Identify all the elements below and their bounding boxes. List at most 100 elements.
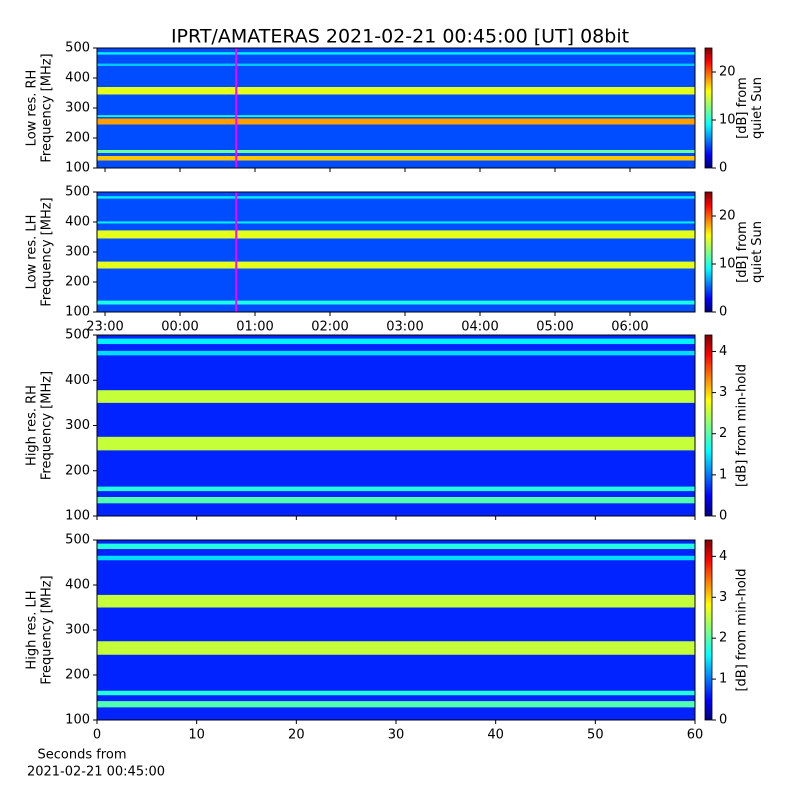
y-tick-label: 500 xyxy=(65,185,90,200)
band xyxy=(97,230,695,239)
y-axis-label: Frequency [MHz] xyxy=(40,371,55,480)
colorbar-tick-label: 4 xyxy=(719,344,727,359)
y-tick-label: 400 xyxy=(65,71,90,86)
band xyxy=(97,486,695,492)
band xyxy=(97,118,695,125)
x-tick-label: 23:00 xyxy=(86,320,123,335)
x-tick-label: 20 xyxy=(288,728,305,743)
band xyxy=(97,436,695,451)
colorbar-label: quiet Sun xyxy=(750,221,765,283)
heatmap-background xyxy=(97,192,695,312)
y-tick-label: 100 xyxy=(65,305,90,320)
band xyxy=(97,555,695,561)
y-tick-label: 300 xyxy=(65,623,90,638)
band xyxy=(97,496,695,504)
colorbar-label: [dB] from xyxy=(735,221,750,283)
x-tick-label: 00:00 xyxy=(161,320,198,335)
colorbar-tick-label: 20 xyxy=(719,65,736,80)
heatmap-background xyxy=(97,335,695,516)
x-tick-label: 30 xyxy=(388,728,405,743)
colorbar-label: [dB] from min-hold xyxy=(735,364,750,487)
colorbar-tick-label: 0 xyxy=(719,509,727,524)
band xyxy=(97,63,695,66)
colorbar-tick-label: 20 xyxy=(719,209,736,224)
band xyxy=(97,150,695,153)
band xyxy=(97,690,695,696)
title: IPRT/AMATERAS 2021-02-21 00:45:00 [UT] 0… xyxy=(171,26,629,48)
y-tick-label: 200 xyxy=(65,275,90,290)
colorbar-tick-label: 2 xyxy=(719,426,727,441)
colorbar-tick-label: 2 xyxy=(719,631,727,646)
y-axis-label: Low res. LH xyxy=(25,215,40,290)
colorbar-label: quiet Sun xyxy=(750,77,765,139)
y-tick-label: 400 xyxy=(65,578,90,593)
x-tick-label: 50 xyxy=(587,728,604,743)
colorbar-tick-label: 10 xyxy=(719,257,736,272)
colorbar xyxy=(704,191,713,313)
x-tick-label: 05:00 xyxy=(536,320,573,335)
y-axis-label: High res. LH xyxy=(25,590,40,669)
colorbar-label: [dB] from xyxy=(735,77,750,139)
y-tick-label: 300 xyxy=(65,245,90,260)
colorbar xyxy=(704,539,713,721)
x-tick-label: 60 xyxy=(687,728,704,743)
colorbar-tick-label: 10 xyxy=(719,113,736,128)
x-tick-label: 03:00 xyxy=(386,320,423,335)
y-tick-label: 400 xyxy=(65,373,90,388)
colorbar-tick-label: 3 xyxy=(719,590,727,605)
y-axis-label: High res. RH xyxy=(25,385,40,466)
band xyxy=(97,87,695,95)
y-axis-label: Frequency [MHz] xyxy=(40,197,55,306)
y-tick-label: 200 xyxy=(65,463,90,478)
colorbar xyxy=(704,47,713,169)
y-tick-label: 100 xyxy=(65,713,90,728)
colorbar-tick-label: 0 xyxy=(719,161,727,176)
x-tick-label: 01:00 xyxy=(236,320,273,335)
x-label: 2021-02-21 00:45:00 xyxy=(27,765,165,780)
y-axis-label: Frequency [MHz] xyxy=(40,575,55,684)
band xyxy=(97,338,695,345)
band xyxy=(97,52,695,55)
x-tick-label: 0 xyxy=(93,728,101,743)
colorbar-label: [dB] from min-hold xyxy=(735,568,750,691)
colorbar-tick-label: 1 xyxy=(719,467,727,482)
band xyxy=(97,300,695,305)
x-tick-label: 02:00 xyxy=(311,320,348,335)
y-tick-label: 200 xyxy=(65,131,90,146)
band xyxy=(97,196,695,199)
x-tick-label: 04:00 xyxy=(461,320,498,335)
y-tick-label: 500 xyxy=(65,328,90,343)
band xyxy=(97,641,695,655)
band xyxy=(97,594,695,608)
y-tick-label: 100 xyxy=(65,161,90,176)
y-axis-label: Frequency [MHz] xyxy=(40,53,55,162)
colorbar-tick-label: 1 xyxy=(719,672,727,687)
band xyxy=(97,701,695,708)
band xyxy=(97,390,695,403)
colorbar-tick-label: 4 xyxy=(719,549,727,564)
y-tick-label: 200 xyxy=(65,668,90,683)
colorbar xyxy=(704,334,713,517)
band xyxy=(97,543,695,549)
y-tick-label: 400 xyxy=(65,215,90,230)
y-tick-label: 100 xyxy=(65,509,90,524)
band xyxy=(97,156,695,161)
y-tick-label: 500 xyxy=(65,41,90,56)
band xyxy=(97,261,695,269)
colorbar-tick-label: 0 xyxy=(719,713,727,728)
colorbar-tick-label: 0 xyxy=(719,305,727,320)
band xyxy=(97,350,695,356)
x-tick-label: 40 xyxy=(487,728,504,743)
y-tick-label: 300 xyxy=(65,101,90,116)
y-tick-label: 300 xyxy=(65,418,90,433)
colorbar-tick-label: 3 xyxy=(719,385,727,400)
x-tick-label: 06:00 xyxy=(611,320,648,335)
heatmap-background xyxy=(97,540,695,720)
y-axis-label: Low res. RH xyxy=(25,70,40,147)
x-label: Seconds from xyxy=(37,748,126,763)
x-tick-label: 10 xyxy=(188,728,205,743)
band xyxy=(97,221,695,224)
heatmap-background xyxy=(97,48,695,168)
y-tick-label: 500 xyxy=(65,533,90,548)
